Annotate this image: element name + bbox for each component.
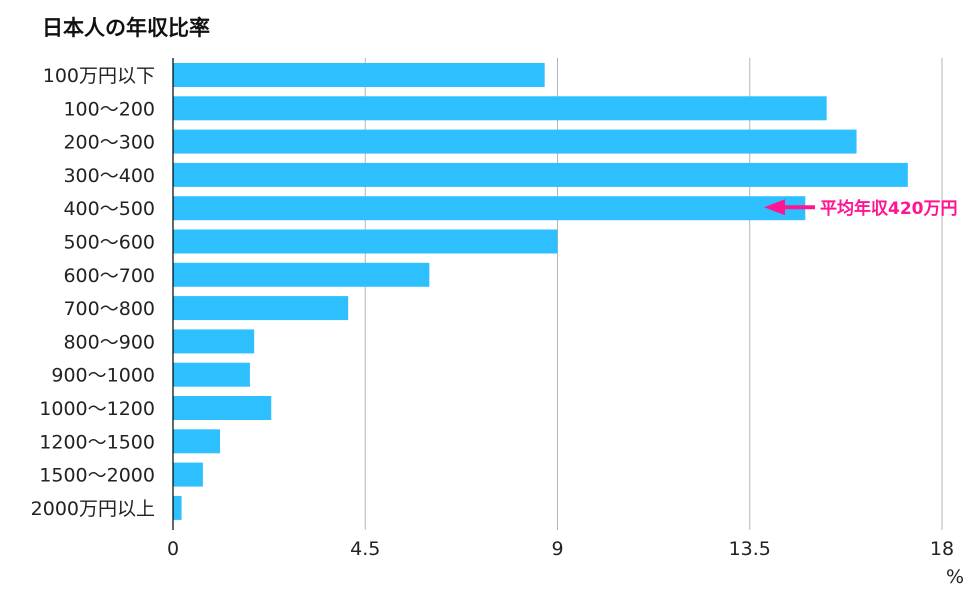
bar <box>173 362 250 387</box>
chart-title: 日本人の年収比率 <box>42 16 210 40</box>
y-tick-label: 400〜500 <box>63 198 155 220</box>
bar <box>173 162 908 187</box>
y-tick-label: 1200〜1500 <box>39 431 155 453</box>
y-tick-label: 700〜800 <box>63 298 155 320</box>
bar <box>173 196 806 221</box>
x-tick-label: 13.5 <box>729 538 771 560</box>
bar <box>173 96 827 121</box>
y-tick-label: 1500〜2000 <box>39 465 155 487</box>
bar <box>173 129 857 154</box>
y-tick-label: 900〜1000 <box>51 365 155 387</box>
bar <box>173 495 182 520</box>
x-tick-label: 4.5 <box>350 538 380 560</box>
bar <box>173 329 255 354</box>
bar <box>173 396 272 420</box>
y-tick-label: 2000万円以上 <box>31 498 155 520</box>
bar <box>173 229 558 254</box>
y-tick-label: 800〜900 <box>63 331 155 353</box>
y-tick-label: 1000〜1200 <box>39 398 155 420</box>
bar <box>173 296 349 321</box>
y-tick-label: 500〜600 <box>63 232 155 254</box>
y-tick-label: 100〜200 <box>63 98 155 120</box>
bar <box>173 429 220 454</box>
y-tick-label: 300〜400 <box>63 165 155 187</box>
bar <box>173 462 203 487</box>
annotation-label: 平均年収420万円 <box>820 198 958 219</box>
y-tick-label: 100万円以下 <box>43 65 155 87</box>
bar <box>173 262 430 287</box>
x-tick-label: 18 <box>930 538 954 560</box>
bar <box>173 63 545 87</box>
y-tick-label: 600〜700 <box>63 265 155 287</box>
y-tick-label: 200〜300 <box>63 132 155 154</box>
x-tick-label: 9 <box>551 538 563 560</box>
arrow-head-icon <box>764 199 785 216</box>
x-tick-label: 0 <box>167 538 179 560</box>
x-axis-label: % <box>946 566 964 588</box>
